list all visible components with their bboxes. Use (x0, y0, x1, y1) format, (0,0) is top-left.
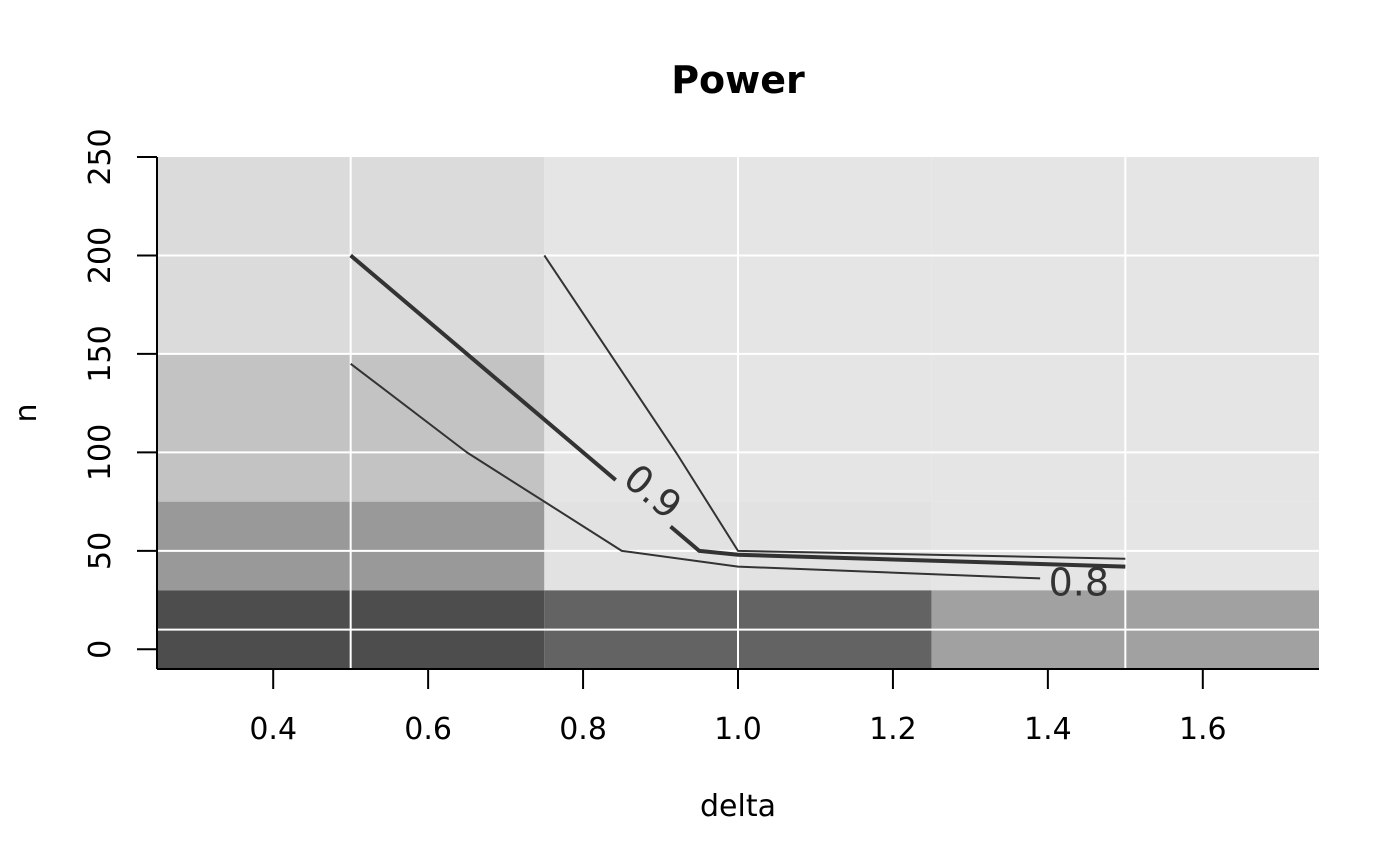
x-tick-label-6: 1.6 (1179, 712, 1227, 747)
chart-title: Power (671, 58, 805, 102)
x-tick-label-4: 1.2 (869, 712, 917, 747)
grid-lines (157, 157, 1319, 669)
y-tick-label-5: 250 (83, 128, 118, 185)
contour-line-0-9 (349, 253, 1126, 569)
x-tick-label-3: 1.0 (714, 712, 762, 747)
x-tick-label-2: 0.8 (559, 712, 607, 747)
contour-line-unlabeled-2 (543, 254, 1126, 560)
y-axis-ticks: 0 50 100 150 200 250 (83, 128, 157, 659)
y-tick-label-1: 50 (83, 532, 118, 570)
y-tick-label-3: 150 (83, 325, 118, 382)
y-tick-label-0: 0 (83, 640, 118, 659)
x-tick-label-1: 0.6 (404, 712, 452, 747)
y-tick-label-2: 100 (83, 424, 118, 481)
x-axis-label: delta (700, 789, 776, 824)
y-axis-label: n (9, 403, 44, 422)
contour-line-0-8 (350, 362, 1041, 580)
y-tick-label-4: 200 (83, 227, 118, 284)
x-tick-label-0: 0.4 (249, 712, 297, 747)
contour-label-0-8: 0.8 (1049, 560, 1109, 604)
x-axis-ticks: 0.4 0.6 0.8 1.0 1.2 1.4 1.6 (249, 669, 1227, 747)
x-tick-label-5: 1.4 (1024, 712, 1072, 747)
